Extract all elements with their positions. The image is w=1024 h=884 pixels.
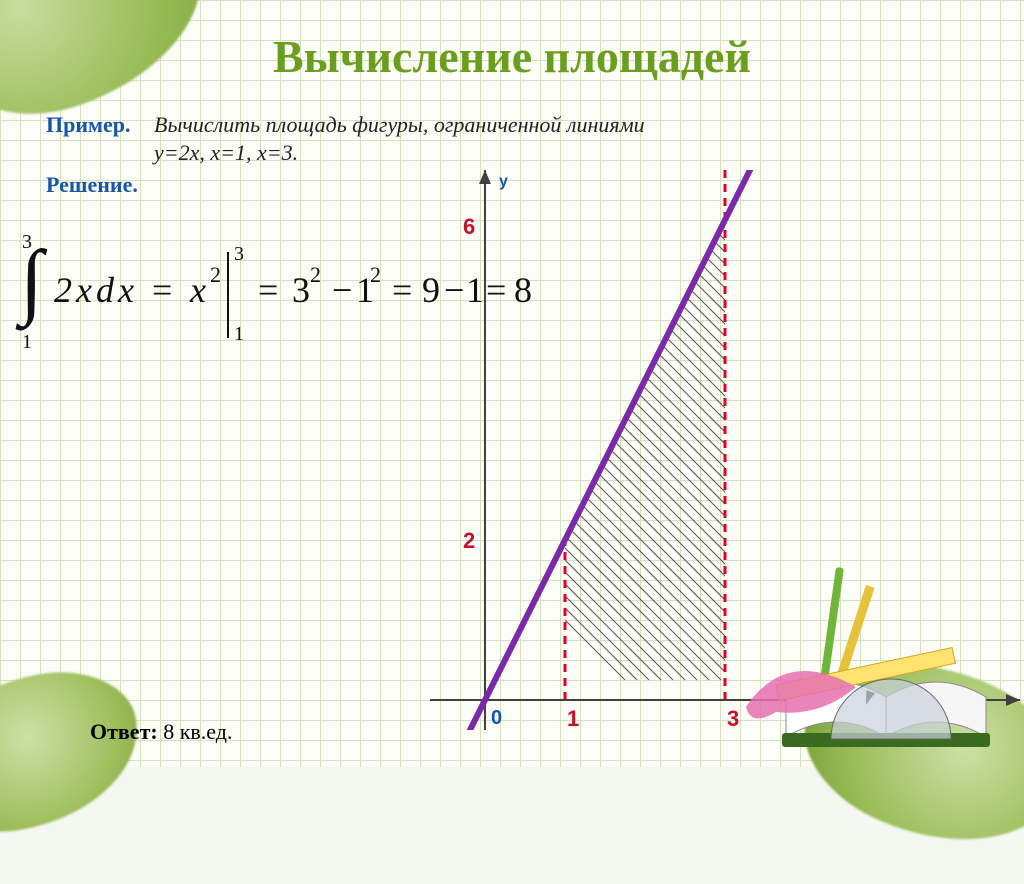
svg-text:0: 0 [491,707,502,729]
problem-label: Пример. [46,112,131,138]
svg-text:=: = [152,270,172,310]
int-lower: 1 [22,331,32,353]
svg-text:2: 2 [370,262,381,287]
answer-value: 8 кв.ед. [163,719,232,744]
answer-row: Ответ: 8 кв.ед. [90,719,232,745]
svg-text:2: 2 [310,262,321,287]
svg-text:x: x [75,270,92,310]
svg-text:x: x [117,270,134,310]
svg-text:1: 1 [567,706,579,730]
eval-lower: 1 [234,323,244,345]
svg-text:y: y [499,173,508,190]
svg-text:=: = [392,270,412,310]
page-title: Вычисление площадей [0,30,1024,83]
antiderivative: x [189,270,206,310]
problem-line2: y=2x, x=1, x=3. [154,140,298,166]
svg-text:−: − [332,270,352,310]
svg-text:6: 6 [463,214,475,239]
antiderivative-exp: 2 [210,262,221,287]
svg-text:d: d [96,270,115,310]
svg-text:2: 2 [463,528,475,553]
svg-text:3: 3 [292,270,310,310]
answer-label: Ответ: [90,719,158,744]
int-upper: 3 [22,231,32,253]
eval-upper: 3 [234,243,244,265]
solution-label: Решение. [46,172,138,198]
problem-line1: Вычислить площадь фигуры, ограниченной л… [154,112,645,138]
svg-text:2: 2 [54,270,72,310]
stationery-illustration [716,557,1006,747]
svg-text:=: = [258,270,278,310]
